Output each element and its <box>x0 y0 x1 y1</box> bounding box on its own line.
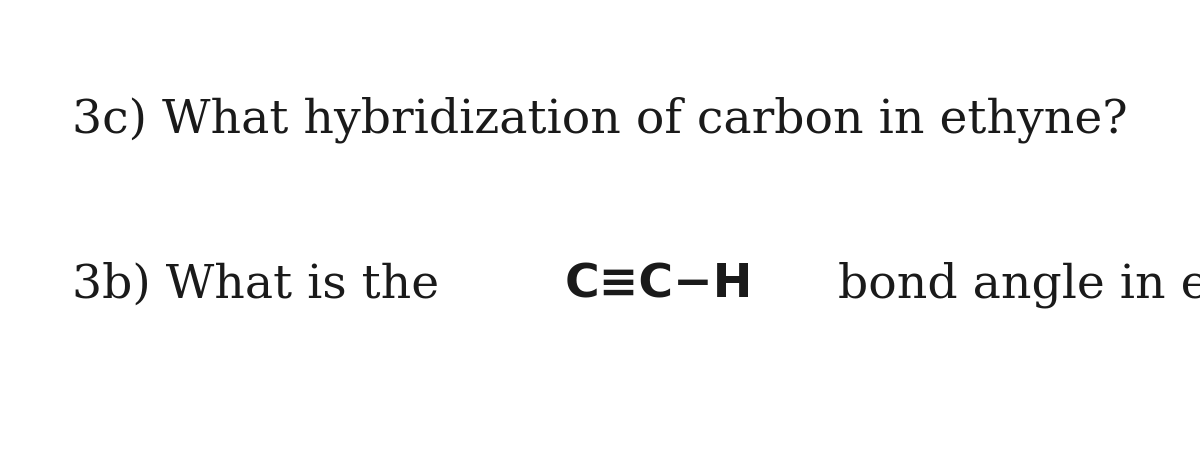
Text: 3c) What hybridization of carbon in ethyne?: 3c) What hybridization of carbon in ethy… <box>72 97 1128 143</box>
Text: bond angle in ethyne?: bond angle in ethyne? <box>808 262 1200 308</box>
Text: C≡C−H: C≡C−H <box>565 263 754 308</box>
Text: 3b) What is the: 3b) What is the <box>72 263 454 308</box>
